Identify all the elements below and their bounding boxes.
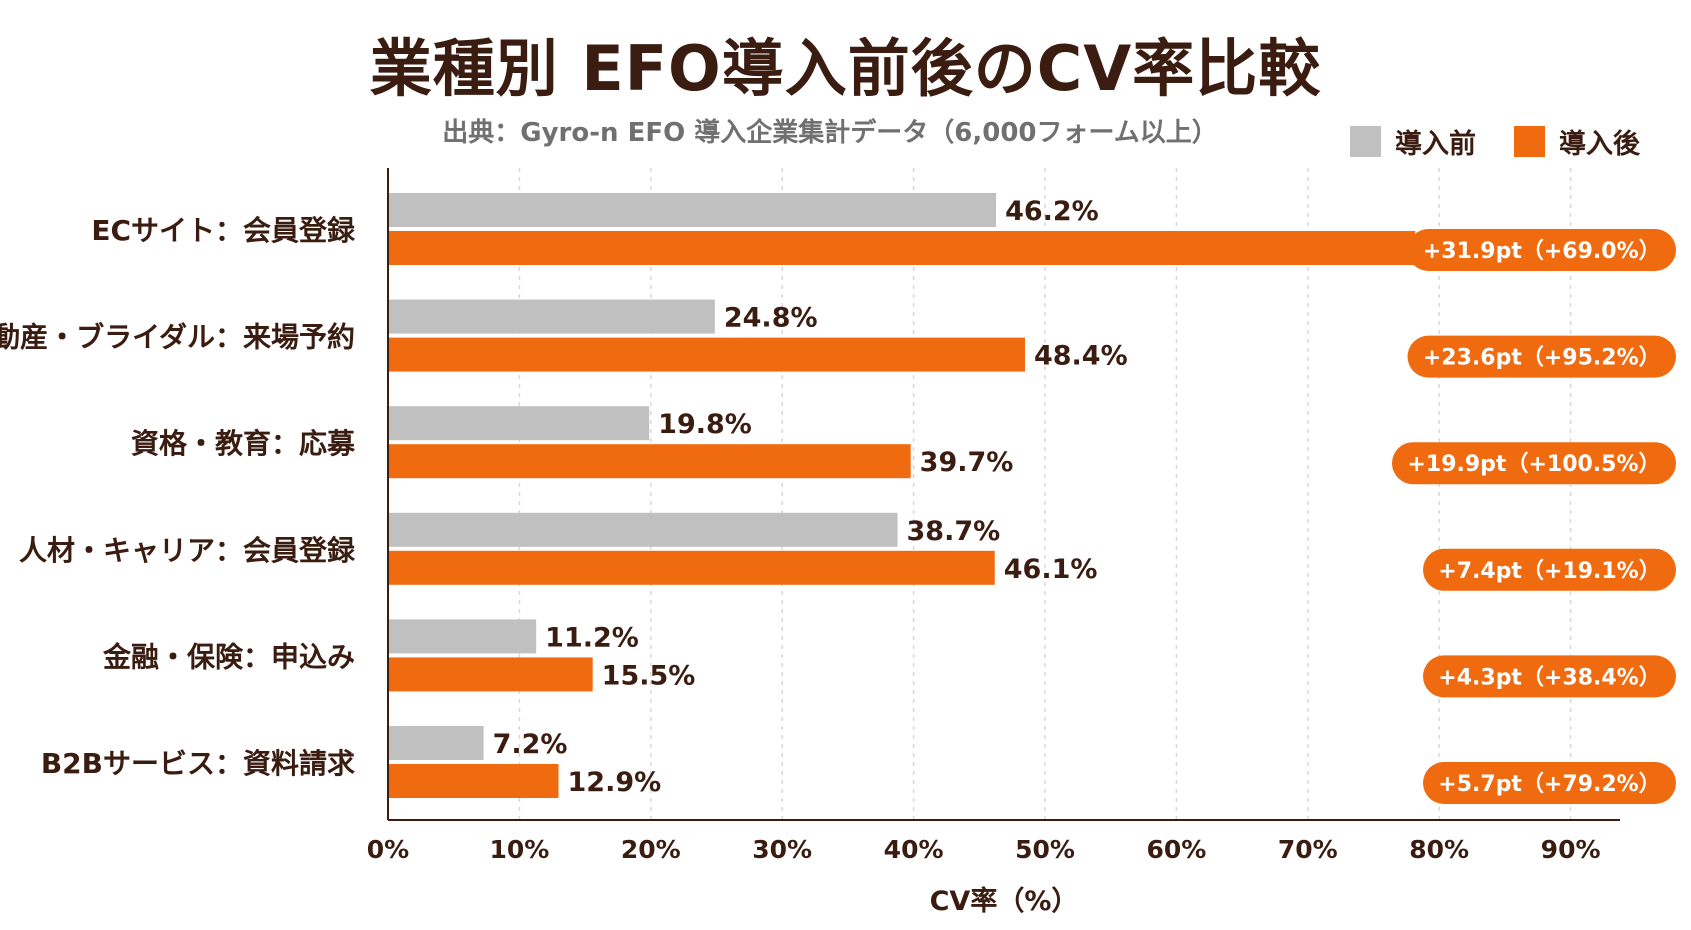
legend-item-after: 導入後 [1514,122,1640,161]
data-label-before: 46.2% [1005,196,1099,227]
bar-after [389,337,1025,372]
x-tick-label-10: 10% [489,835,549,864]
improvement-badge-text: +31.9pt（+69.0%） [1423,239,1661,264]
bar-before [389,619,537,654]
improvement-badge-text: +7.4pt（+19.1%） [1438,559,1660,584]
bar-after [389,231,1416,265]
bar-before [389,512,898,547]
improvement-badge [1423,548,1676,591]
data-label-before: 24.8% [724,303,818,334]
category-label: 資格・教育：応募 [131,427,356,460]
bar-before [389,193,997,227]
legend: 導入前 導入後 [1350,122,1640,161]
improvement-badge-text: +4.3pt（+38.4%） [1438,665,1660,690]
improvement-badge-text: +23.6pt（+95.2%） [1423,346,1661,371]
bar-before [389,726,484,760]
legend-label-after: 導入後 [1559,129,1640,160]
x-tick-label-80: 80% [1409,835,1469,864]
x-tick-label-90: 90% [1541,835,1601,864]
x-tick-label-30: 30% [752,835,812,864]
improvement-badge [1423,762,1676,804]
chart-subtitle: 出典：Gyro-n EFO 導入企業集計データ（6,000フォーム以上） [442,118,1218,148]
bar-after [389,550,995,585]
data-label-after: 15.5% [602,660,696,691]
category-label: B2Bサービス：資料請求 [41,747,355,780]
improvement-badge [1407,335,1676,378]
legend-swatch-after [1514,126,1545,157]
x-tick-label-60: 60% [1146,835,1206,864]
bar-before [389,299,715,334]
data-label-after: 48.4% [1034,341,1128,372]
legend-label-before: 導入前 [1395,129,1476,160]
improvement-badge [1407,229,1676,271]
improvement-badge [1392,442,1676,485]
bar-after [389,764,559,798]
improvement-badge [1423,655,1676,698]
x-tick-label-20: 20% [621,835,681,864]
chart-title: 業種別 EFO導入前後のCV率比較 [369,32,1322,105]
data-label-before: 7.2% [493,729,568,760]
bar-before [389,406,650,441]
data-label-before: 11.2% [545,622,639,653]
improvement-badge-text: +5.7pt（+79.2%） [1438,772,1660,797]
category-label: 金融・保険：申込み [102,640,355,673]
x-tick-label-50: 50% [1015,835,1075,864]
data-label-after: 39.7% [920,447,1014,478]
x-tick-label-0: 0% [367,835,409,864]
category-label: 不動産・ブライダル：来場予約 [0,321,355,354]
category-label: ECサイト：会員登録 [91,214,356,247]
x-tick-label-70: 70% [1278,835,1338,864]
bar-after [389,444,911,479]
improvement-badge-text: +19.9pt（+100.5%） [1407,452,1660,477]
data-label-before: 38.7% [907,516,1001,547]
legend-item-before: 導入前 [1350,122,1476,161]
x-axis-label: CV率（%） [930,885,1079,917]
bar-after [389,657,593,692]
legend-swatch-before [1350,126,1381,157]
data-label-after: 12.9% [568,767,662,798]
category-label: 人材・キャリア：会員登録 [19,534,356,567]
data-label-before: 19.8% [658,409,752,440]
data-label-after: 46.1% [1004,554,1098,585]
x-tick-label-40: 40% [884,835,944,864]
